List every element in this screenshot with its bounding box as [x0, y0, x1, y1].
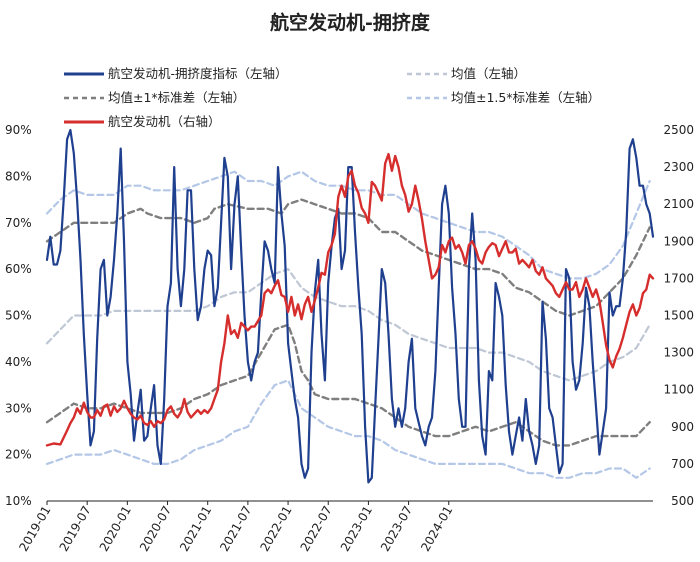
left-tick-label: 20%	[5, 448, 32, 462]
legend-swatch-sd15	[407, 96, 447, 100]
legend-sd15: 均值±1.5*标准差（左轴）	[405, 90, 685, 106]
legend-swatch-mean	[407, 72, 447, 76]
x-tick-label: 2022-01	[257, 504, 294, 554]
x-tick-label: 2020-07	[137, 504, 174, 554]
legend-label-crowding: 航空发动机-拥挤度指标（左轴）	[108, 66, 288, 81]
legend-label-sd1: 均值±1*标准差（左轴）	[108, 90, 246, 105]
series-lines	[45, 128, 655, 484]
legend-swatch-engine	[64, 120, 104, 124]
x-tick-label: 2023-07	[378, 504, 415, 554]
x-tick-label: 2022-07	[298, 504, 335, 554]
left-tick-label: 10%	[5, 494, 32, 508]
x-tick-label: 2023-01	[338, 504, 375, 554]
left-tick-label: 40%	[5, 355, 32, 369]
right-tick-label: 1300	[663, 346, 694, 360]
left-tick-label: 50%	[5, 309, 32, 323]
legend-crowding-index: 航空发动机-拥挤度指标（左轴）	[62, 66, 362, 82]
x-tick-label: 2021-01	[177, 504, 214, 554]
x-tick-label: 2021-07	[217, 504, 254, 554]
right-tick-label: 2300	[663, 160, 694, 174]
legend-swatch-sd1	[64, 96, 104, 100]
left-tick-label: 30%	[5, 401, 32, 415]
chart-title: 航空发动机-拥挤度	[270, 12, 430, 34]
legend-mean: 均值（左轴）	[405, 66, 685, 82]
x-tick-label: 2019-07	[57, 504, 94, 554]
legend-sd1: 均值±1*标准差（左轴）	[62, 90, 362, 106]
legend-label-mean: 均值（左轴）	[451, 66, 527, 81]
left-tick-label: 60%	[5, 262, 32, 276]
series-line-sd1-lower	[45, 323, 651, 447]
legend-label-sd15: 均值±1.5*标准差（左轴）	[451, 90, 601, 105]
right-tick-label: 1100	[663, 383, 694, 397]
series-line-mean	[45, 268, 651, 382]
left-tick-label: 70%	[5, 216, 32, 230]
legend-label-engine: 航空发动机（右轴）	[108, 114, 221, 129]
right-tick-label: 700	[671, 457, 694, 471]
right-tick-label: 1700	[663, 271, 694, 285]
legend-swatch-crowding	[64, 72, 104, 76]
x-tick-label: 2020-01	[97, 504, 134, 554]
left-tick-label: 90%	[5, 123, 32, 137]
right-tick-label: 2100	[663, 197, 694, 211]
series-line-crowd	[45, 128, 655, 484]
right-tick-label: 900	[671, 420, 694, 434]
x-tick-label: 2024-01	[418, 504, 455, 554]
series-line-sd15-lower	[45, 379, 651, 479]
right-tick-label: 1900	[663, 234, 694, 248]
legend-engine-index: 航空发动机（右轴）	[62, 114, 362, 130]
series-line-sd1-upper	[45, 198, 651, 317]
right-tick-label: 1500	[663, 309, 694, 323]
x-tick-label: 2019-01	[16, 504, 53, 554]
left-tick-label: 80%	[5, 169, 32, 183]
series-line-index	[45, 152, 655, 447]
right-tick-label: 500	[671, 494, 694, 508]
right-tick-label: 2500	[663, 123, 694, 137]
